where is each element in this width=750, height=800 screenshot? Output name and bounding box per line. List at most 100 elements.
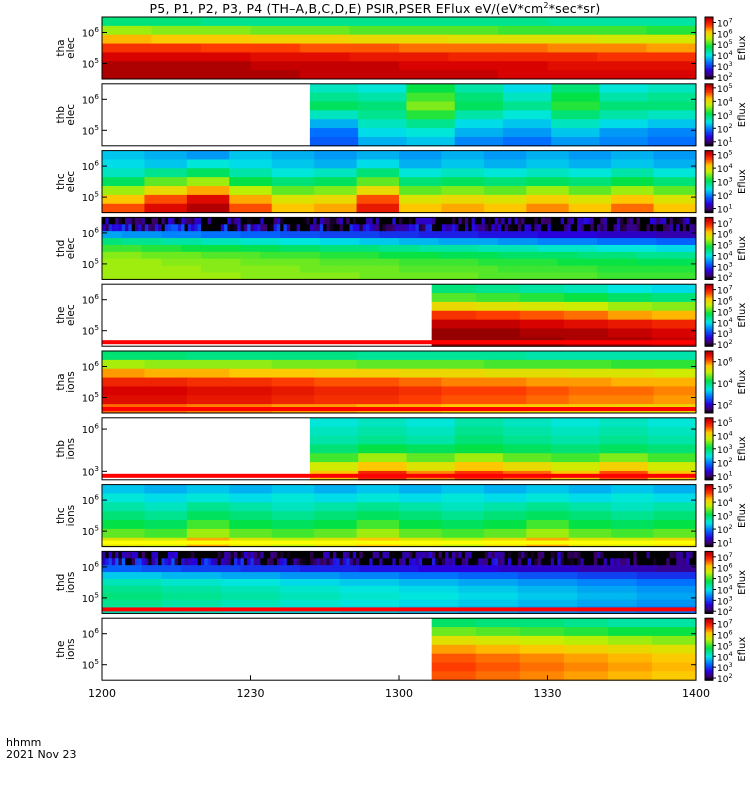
heatmap-cell: [597, 572, 618, 580]
heatmap-cell: [108, 551, 113, 559]
heatmap-cell: [656, 231, 677, 239]
heatmap-cell: [339, 551, 344, 559]
heatmap-cell: [597, 585, 618, 594]
colorbar-swatch: [705, 83, 713, 86]
heatmap-cell: [448, 34, 499, 45]
heatmap-cell: [161, 599, 182, 608]
colorbar-swatch: [705, 54, 713, 57]
quality-flag-strip: [102, 407, 696, 411]
panel-frame: [101, 484, 697, 548]
colorbar-swatch: [705, 656, 713, 659]
heatmap-cell: [382, 558, 387, 566]
heatmap-cell: [583, 224, 588, 232]
colorbar-tick-label: 105: [717, 305, 733, 318]
heatmap-cell: [502, 101, 552, 111]
heatmap-cell: [494, 551, 499, 559]
heatmap-cell: [234, 558, 238, 566]
colorbar-swatch: [705, 321, 713, 324]
heatmap-cell: [568, 159, 612, 169]
heatmap-cell: [121, 265, 143, 274]
heatmap-cell: [314, 493, 358, 503]
heatmap-cell: [260, 585, 281, 594]
heatmap-cell: [537, 231, 558, 239]
colorbar-swatch: [705, 388, 713, 391]
colorbar-frame: [704, 550, 714, 614]
colorbar-swatch: [705, 138, 713, 141]
heatmap-cell: [454, 453, 504, 463]
heatmap-cell: [250, 34, 301, 45]
heatmap-cell: [537, 585, 558, 594]
heatmap-cell: [418, 565, 440, 573]
heatmap-cell: [537, 558, 542, 566]
heatmap-cell: [623, 224, 628, 232]
heatmap-cell: [369, 558, 373, 566]
heatmap-cell: [108, 224, 113, 232]
heatmap-cell: [250, 217, 255, 225]
colorbar-swatch: [705, 23, 713, 26]
heatmap-cell: [597, 43, 647, 53]
heatmap-cell: [181, 238, 202, 246]
colorbar-swatch: [705, 563, 713, 566]
heatmap-cell: [379, 231, 400, 239]
y-tick-label: 106: [82, 159, 100, 174]
heatmap-cell: [514, 224, 519, 232]
heatmap-cell: [611, 520, 655, 530]
heatmap-cell: [630, 551, 634, 559]
heatmap-cell: [102, 203, 145, 214]
heatmap-cell: [399, 177, 442, 187]
colorbar-swatch: [705, 576, 713, 579]
colorbar-swatch: [705, 647, 713, 650]
heatmap-cell: [207, 551, 212, 559]
colorbar-swatch: [705, 228, 713, 231]
colorbar-swatch: [705, 462, 713, 465]
heatmap-cell: [309, 462, 359, 472]
heatmap-cell: [454, 119, 504, 129]
heatmap-cell: [181, 244, 202, 253]
heatmap-cell: [483, 511, 527, 521]
heatmap-cell: [501, 551, 505, 559]
heatmap-cell: [676, 238, 697, 246]
heatmap-cell: [471, 217, 476, 225]
heatmap-cell: [653, 368, 697, 379]
heatmap-cell: [656, 217, 661, 225]
heatmap-cell: [309, 444, 359, 454]
heatmap-cell: [201, 585, 222, 594]
heatmap-cell: [314, 203, 358, 214]
heatmap-cell: [319, 224, 324, 232]
heatmap-cell: [358, 426, 407, 437]
heatmap-cell: [498, 43, 548, 53]
colorbar-swatch: [705, 534, 713, 537]
heatmap-cell: [102, 217, 106, 225]
heatmap-cell: [597, 61, 647, 71]
heatmap-cell: [445, 217, 449, 225]
heatmap-cell: [597, 565, 618, 573]
heatmap-cell: [636, 572, 657, 580]
colorbar-swatch: [705, 434, 713, 437]
colorbar-swatch: [705, 17, 713, 20]
colorbar-frame: [704, 617, 714, 681]
heatmap-cell: [623, 217, 628, 225]
heatmap-cell: [597, 231, 618, 239]
heatmap-cell: [613, 217, 618, 225]
colorbar-swatch: [705, 355, 713, 358]
heatmap-cell: [441, 203, 485, 214]
heatmap-cell: [554, 558, 558, 566]
heatmap-cell: [441, 558, 446, 566]
heatmap-cell: [158, 558, 162, 566]
heatmap-cell: [554, 217, 558, 225]
heatmap-cell: [271, 493, 315, 503]
heatmap-cell: [220, 578, 242, 587]
heatmap-cell: [475, 671, 521, 681]
colorbar-swatch: [705, 198, 713, 201]
colorbar-swatch: [705, 492, 713, 495]
heatmap-cell: [471, 551, 476, 559]
heatmap-cell: [651, 627, 697, 637]
heatmap-cell: [154, 558, 159, 566]
heatmap-cell: [547, 52, 598, 62]
heatmap-cell: [271, 368, 315, 379]
heatmap-cell: [483, 177, 527, 187]
colorbar-swatch: [705, 453, 713, 456]
colorbar-swatch: [705, 417, 713, 420]
heatmap-cell: [271, 395, 315, 405]
